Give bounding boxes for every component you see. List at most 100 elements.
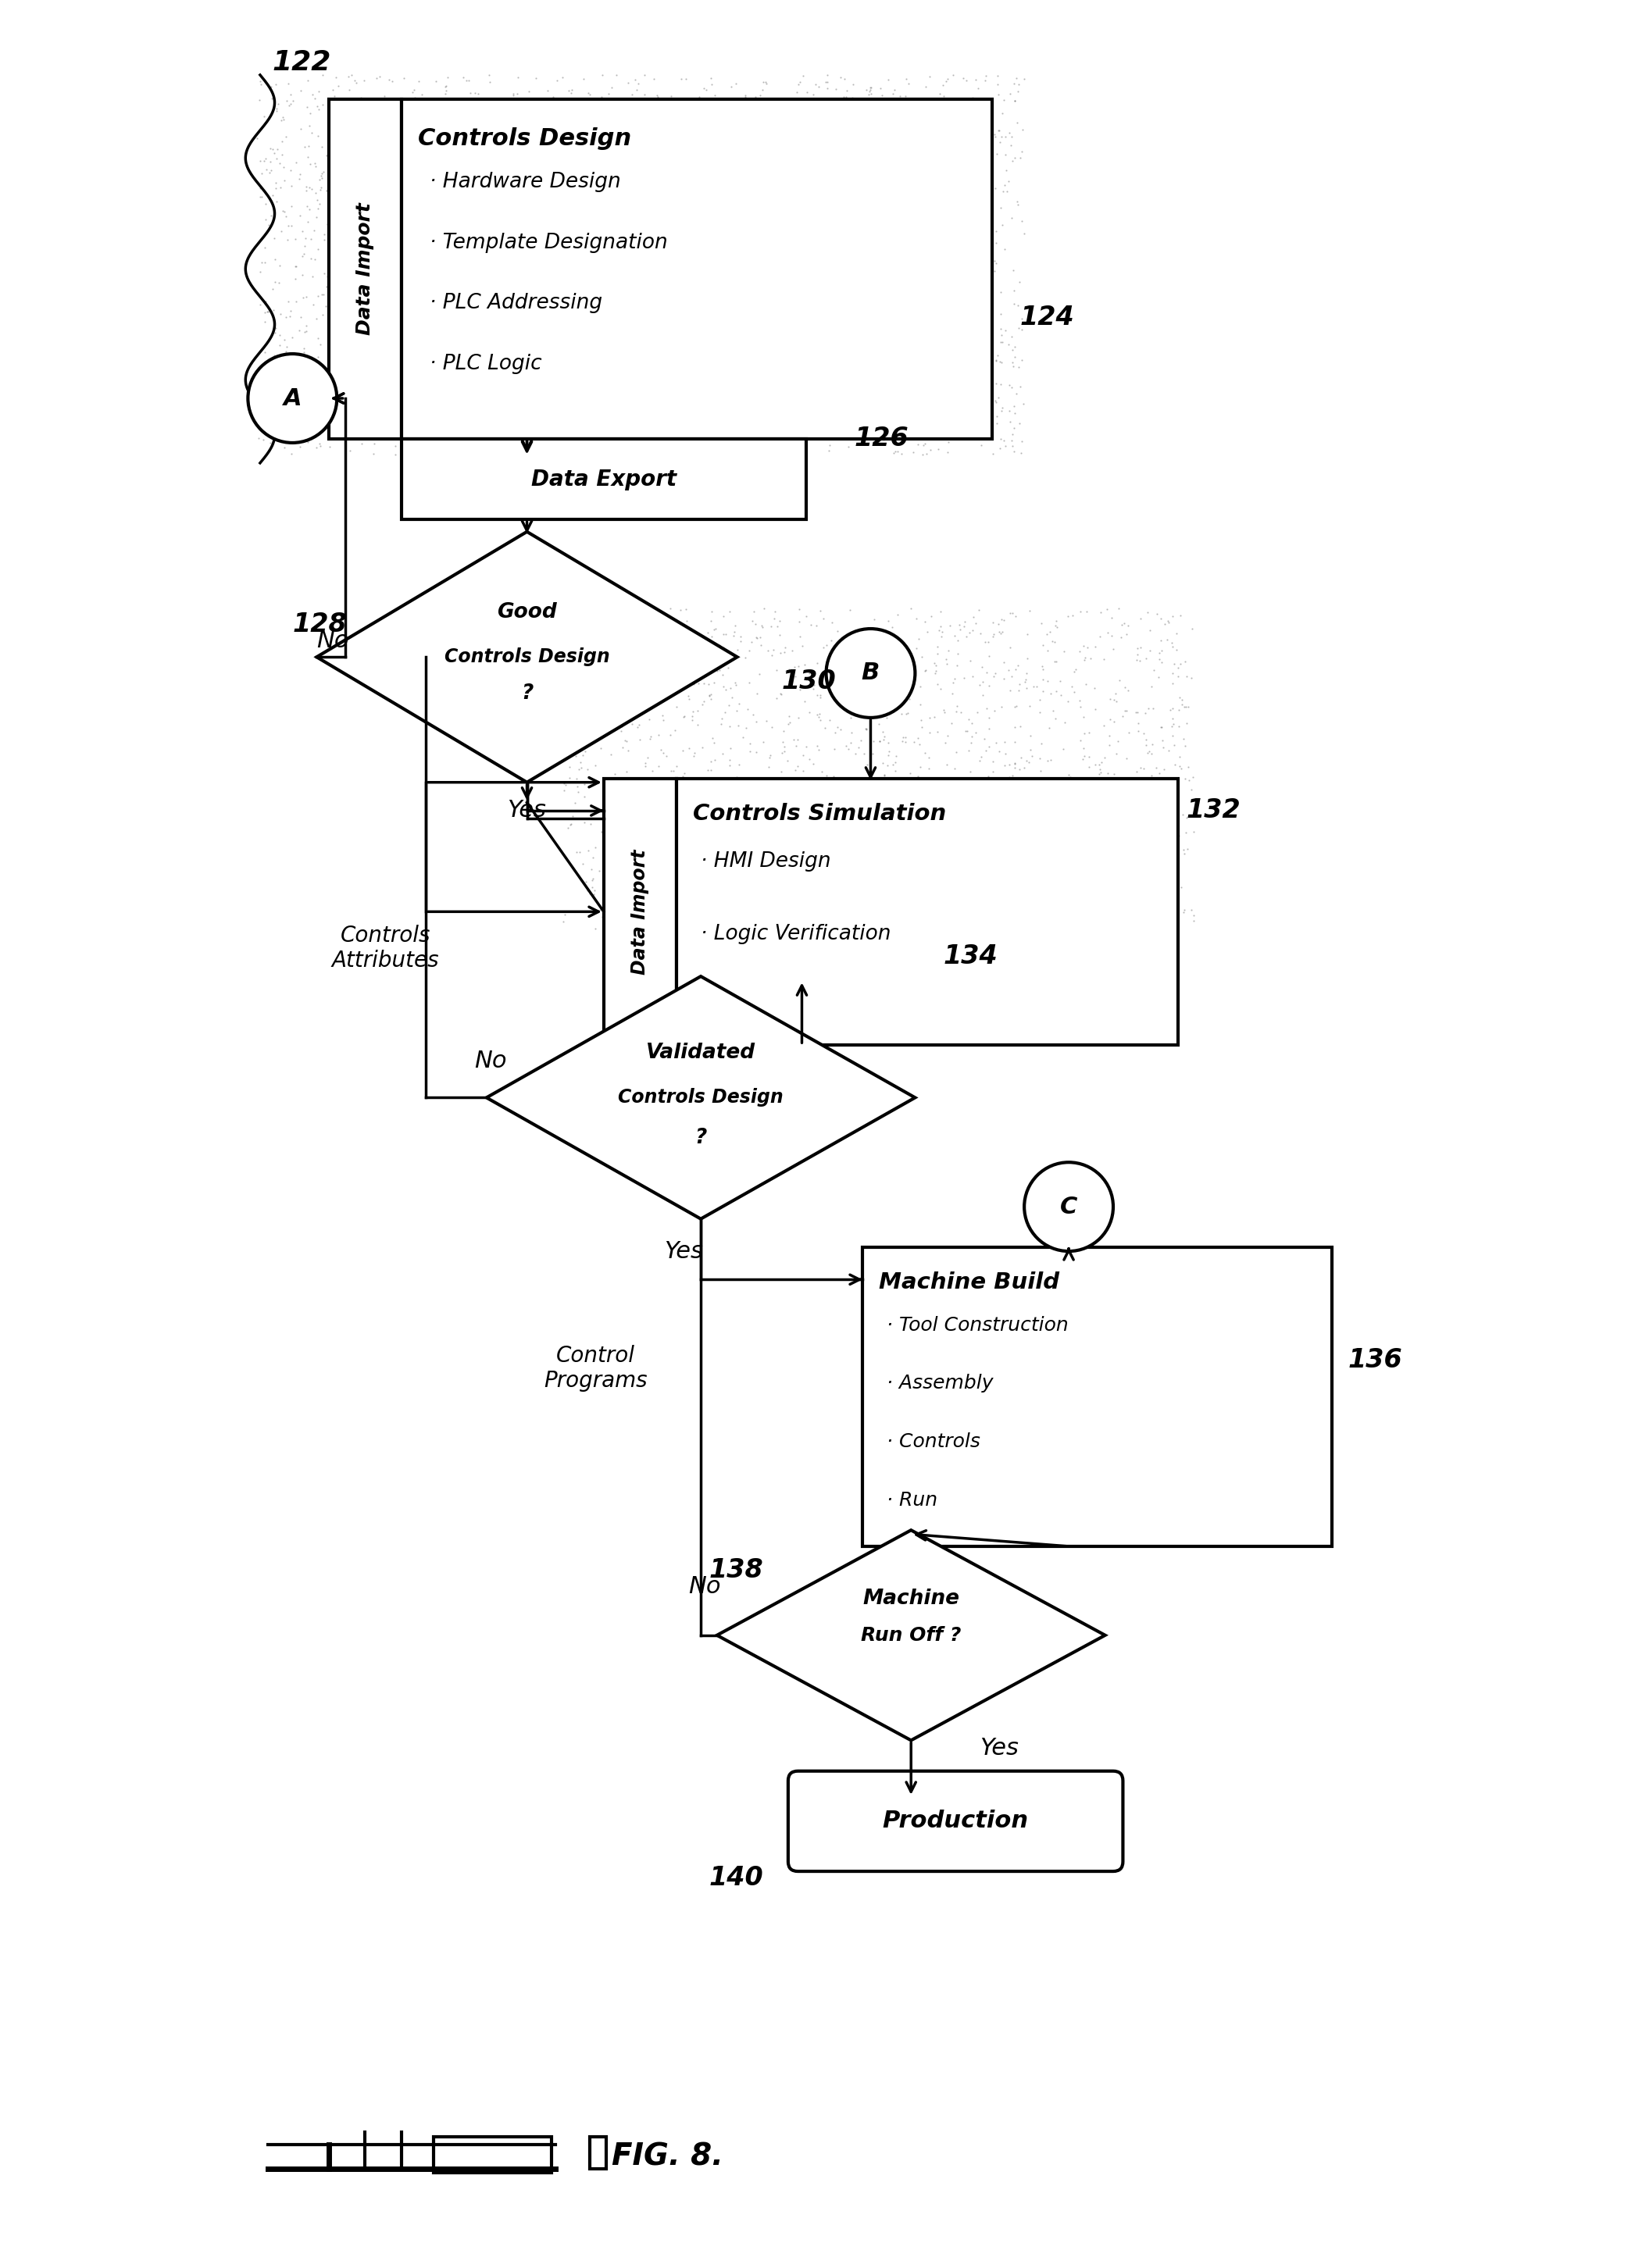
Point [443, 293, 469, 329]
Point [420, 424, 446, 460]
Point [920, 134, 946, 170]
Point [531, 272, 557, 308]
Point [1068, 689, 1094, 726]
Point [1008, 141, 1034, 177]
Point [627, 848, 653, 885]
Point [454, 93, 480, 129]
Point [326, 68, 352, 104]
Point [300, 77, 326, 113]
Point [446, 104, 472, 141]
Point [821, 420, 847, 456]
Point [441, 141, 467, 177]
Point [583, 152, 609, 188]
Point [926, 612, 952, 649]
Point [275, 354, 301, 390]
Point [1154, 621, 1180, 658]
Point [708, 426, 734, 463]
Point [790, 57, 816, 93]
Point [957, 93, 983, 129]
Point [887, 286, 913, 322]
Point [729, 324, 755, 361]
Point [726, 746, 752, 782]
Point [555, 726, 581, 762]
Point [335, 370, 361, 406]
Point [842, 735, 868, 771]
Point [873, 896, 899, 932]
Point [724, 138, 751, 175]
Point [365, 186, 391, 222]
Point [337, 188, 363, 225]
Point [370, 225, 396, 261]
Point [562, 415, 588, 451]
Point [615, 231, 641, 268]
Point [1083, 746, 1109, 782]
Point [316, 429, 342, 465]
Point [848, 816, 874, 853]
Point [581, 596, 607, 633]
Point [1008, 435, 1034, 472]
Point [991, 891, 1018, 928]
Point [952, 885, 978, 921]
Point [777, 245, 803, 281]
Point [713, 617, 739, 653]
Point [931, 129, 957, 166]
Point [257, 152, 283, 188]
Point [510, 401, 536, 438]
Point [607, 240, 633, 277]
Point [793, 111, 819, 147]
Point [786, 590, 812, 626]
Point [540, 186, 567, 222]
Point [604, 705, 630, 742]
Point [658, 175, 684, 211]
Point [933, 249, 959, 286]
Point [677, 370, 703, 406]
Point [1156, 603, 1182, 640]
Point [410, 315, 436, 352]
Point [570, 404, 596, 440]
Point [619, 127, 645, 163]
Point [751, 826, 777, 862]
Point [251, 372, 277, 408]
Point [861, 163, 887, 200]
Point [939, 127, 965, 163]
Point [290, 213, 316, 249]
Point [627, 596, 653, 633]
Point [982, 383, 1008, 420]
Point [824, 161, 850, 197]
Point [749, 376, 775, 413]
Point [946, 132, 972, 168]
Point [278, 435, 304, 472]
Point [864, 782, 891, 819]
Point [827, 279, 853, 315]
Point [755, 748, 781, 785]
Point [739, 769, 765, 805]
Point [651, 263, 677, 299]
Point [1026, 785, 1052, 821]
Point [747, 395, 773, 431]
Point [814, 118, 840, 154]
Point [508, 376, 534, 413]
Point [1130, 798, 1156, 835]
Point [822, 249, 848, 286]
Point [850, 327, 876, 363]
Point [952, 712, 978, 748]
Point [941, 660, 967, 696]
Point [1071, 730, 1097, 767]
Point [1071, 714, 1097, 751]
Point [654, 900, 681, 937]
Point [809, 86, 835, 122]
Point [272, 163, 298, 200]
Point [913, 290, 939, 327]
Point [718, 209, 744, 245]
Point [889, 637, 915, 674]
Point [913, 363, 939, 399]
Point [703, 374, 729, 411]
Point [589, 862, 615, 898]
Point [612, 222, 638, 259]
Point [908, 215, 934, 252]
Point [433, 68, 459, 104]
Point [995, 327, 1021, 363]
Point [843, 263, 869, 299]
Point [614, 245, 640, 281]
Point [783, 347, 809, 383]
